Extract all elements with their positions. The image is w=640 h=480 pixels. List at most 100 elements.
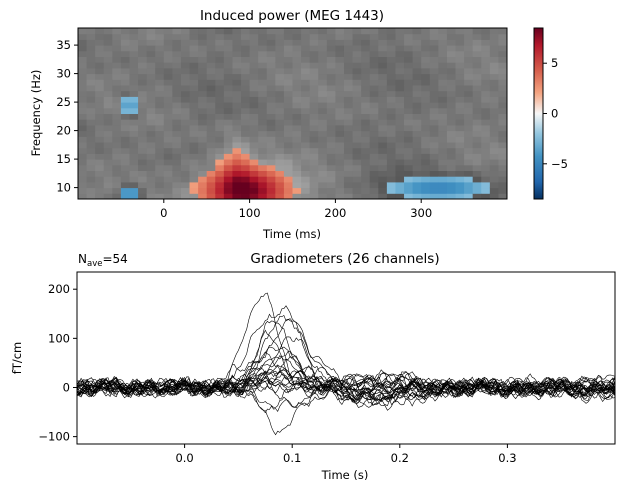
heatmap-cell — [352, 193, 362, 200]
heatmap-cell — [241, 147, 251, 154]
heatmap-cell — [464, 147, 474, 154]
heatmap-cell — [129, 124, 139, 132]
heatmap-cell — [386, 62, 396, 69]
heatmap-cell — [481, 159, 491, 166]
heatmap-cell — [335, 187, 345, 194]
heatmap-cell — [206, 90, 216, 97]
heatmap-cell — [421, 56, 431, 63]
heatmap-cell — [258, 107, 268, 114]
heatmap-cell — [223, 73, 233, 80]
heatmap-cell — [343, 153, 354, 160]
heatmap-cell — [472, 153, 482, 160]
heatmap-cell — [163, 181, 173, 189]
heatmap-cell — [172, 28, 182, 35]
heatmap-cell — [361, 50, 371, 57]
heatmap-cell — [223, 33, 233, 40]
heatmap-cell — [292, 62, 302, 69]
heatmap-cell — [292, 90, 302, 97]
heatmap-cell — [412, 28, 422, 35]
heatmap-cell — [352, 187, 362, 194]
heatmap-cell — [206, 176, 216, 183]
heatmap-cell — [86, 56, 96, 63]
heatmap-cell — [455, 45, 465, 52]
heatmap-cell — [455, 96, 465, 103]
heatmap-cell — [361, 113, 371, 120]
heatmap-cell — [395, 96, 405, 103]
heatmap-cell — [249, 96, 259, 103]
heatmap-x-tick-label: 300 — [410, 206, 432, 220]
heatmap-cell — [301, 45, 311, 52]
heatmap-cell — [172, 96, 182, 103]
heatmap-cell — [283, 102, 293, 109]
heatmap-cell — [241, 28, 251, 35]
heatmap-cell — [386, 113, 396, 120]
heatmap-cell — [421, 33, 431, 40]
heatmap-cell — [129, 170, 139, 177]
heatmap-cell — [172, 113, 182, 120]
heatmap-cell — [129, 113, 139, 120]
heatmap-cell — [86, 96, 96, 103]
heatmap-cell — [198, 96, 208, 103]
heatmap-cell — [95, 159, 105, 166]
heatmap-cell — [361, 136, 371, 143]
heatmap-cell — [163, 107, 173, 114]
heatmap-cell — [112, 85, 122, 92]
heatmap-cell — [232, 33, 242, 40]
heatmap-cell — [95, 96, 105, 103]
heatmap-cell — [206, 45, 216, 52]
heatmap-cell — [78, 142, 88, 149]
heatmap-cell — [498, 85, 508, 92]
heatmap-cell — [498, 90, 508, 97]
heatmap-cell — [301, 170, 311, 177]
heatmap-cell — [198, 130, 208, 137]
heatmap-cell — [215, 73, 225, 80]
heatmap-cell — [275, 33, 285, 40]
heatmap-cell — [206, 67, 216, 75]
heatmap-cell — [249, 62, 259, 69]
heatmap-cell — [189, 85, 199, 92]
heatmap-cell — [103, 62, 113, 69]
heatmap-cell — [198, 62, 208, 69]
heatmap-cell — [446, 33, 457, 40]
heatmap-cell — [146, 28, 156, 35]
heatmap-cell — [120, 33, 130, 40]
heatmap-cell — [86, 136, 96, 143]
heatmap-cell — [283, 176, 293, 183]
heatmap-cell — [481, 193, 491, 200]
heatmap-cell — [86, 107, 96, 114]
heatmap-cell — [301, 90, 311, 97]
heatmap-cell — [369, 96, 379, 103]
heatmap-cell — [429, 124, 439, 132]
heatmap-cell — [429, 142, 439, 149]
heatmap-cell — [481, 67, 491, 75]
heatmap-cell — [95, 187, 105, 194]
heatmap-cell — [163, 28, 173, 35]
heatmap-cell — [155, 67, 165, 75]
heatmap-cell — [412, 113, 422, 120]
channel-traces — [77, 292, 615, 436]
heatmap-cell — [343, 73, 354, 80]
colorbar-tick-label: 0 — [551, 107, 558, 121]
heatmap-cell — [180, 33, 191, 40]
heatmap-cell — [249, 45, 259, 52]
heatmap-cell — [309, 176, 319, 183]
heatmap-cell — [369, 50, 379, 57]
heatmap-cell — [301, 102, 311, 109]
heatmap-cell — [335, 147, 345, 154]
heatmap-cell — [498, 142, 508, 149]
heatmap-cell — [361, 90, 371, 97]
heatmap-cell — [180, 136, 191, 143]
heatmap-cell — [378, 73, 388, 80]
heatmap-cell — [78, 50, 88, 57]
heatmap-cell — [180, 50, 191, 57]
heatmap-cell — [446, 142, 457, 149]
heatmap-cell — [146, 113, 156, 120]
heatmap-cell — [446, 90, 457, 97]
heatmap-cell — [206, 102, 216, 109]
heatmap-cell — [258, 159, 268, 166]
heatmap-cell — [412, 96, 422, 103]
heatmap-cell — [404, 45, 414, 52]
heatmap-cell — [180, 39, 191, 46]
heatmap-cell — [335, 124, 345, 132]
heatmap-cell — [258, 142, 268, 149]
